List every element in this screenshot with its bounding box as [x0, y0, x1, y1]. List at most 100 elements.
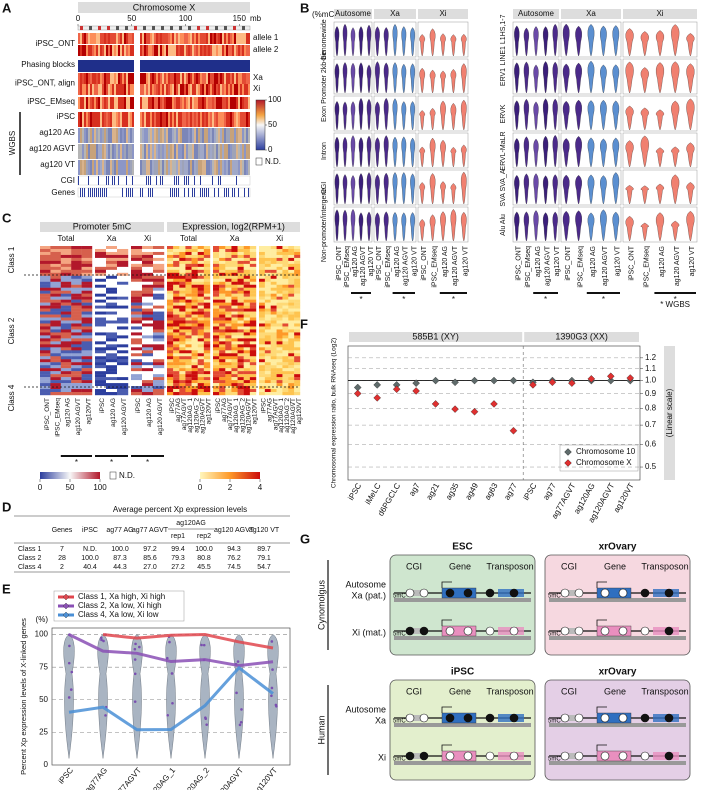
heat-cell — [198, 323, 204, 326]
heat-cell — [185, 344, 191, 347]
heat-cell — [160, 84, 162, 95]
heat-cell — [186, 60, 188, 72]
heat-cell — [277, 309, 283, 312]
heat-cell — [184, 97, 186, 109]
heat-cell — [214, 188, 215, 197]
heat-cell — [185, 282, 191, 285]
heat-cell — [142, 45, 144, 56]
heat-cell — [153, 344, 164, 347]
heat-cell — [244, 112, 246, 127]
heat-cell — [50, 377, 61, 380]
heat-cell — [277, 392, 283, 395]
heat-cell — [152, 144, 154, 159]
heat-cell — [238, 309, 244, 312]
heat-cell — [98, 128, 100, 143]
heat-cell — [106, 258, 117, 261]
heat-cell — [173, 318, 179, 321]
heat-cell — [167, 353, 173, 356]
heat-cell — [131, 276, 142, 279]
heat-cell — [40, 288, 51, 291]
heat-cell — [184, 73, 186, 84]
table-header: ag77 AGVT — [132, 527, 169, 534]
heat-cell — [96, 73, 98, 84]
heat-cell — [288, 338, 294, 341]
heat-cell — [190, 97, 192, 109]
column-label: Gene — [604, 686, 626, 696]
heat-cell — [178, 128, 180, 143]
heat-cell — [294, 344, 300, 347]
heat-cell — [96, 128, 98, 143]
heat-cell — [166, 128, 168, 143]
heat-cell — [288, 306, 294, 309]
heat-cell — [146, 144, 148, 159]
heat-cell — [248, 160, 250, 175]
heat-cell — [225, 356, 231, 359]
heat-cell — [40, 371, 51, 374]
heat-cell — [246, 84, 248, 95]
heat-cell — [230, 60, 232, 72]
heat-cell — [166, 33, 168, 44]
heat-cell — [50, 362, 61, 365]
heat-cell — [102, 73, 104, 84]
row-label: iPSC_ONT — [35, 39, 75, 48]
nd-swatch — [110, 472, 116, 479]
heat-cell — [265, 258, 271, 261]
heat-cell — [106, 112, 108, 127]
heat-cell — [40, 383, 51, 386]
heat-cell — [117, 350, 128, 353]
heat-cell — [259, 365, 265, 368]
row-label: ERV1 — [500, 68, 507, 86]
heat-cell — [277, 338, 283, 341]
heat-cell — [219, 374, 225, 377]
scale-tick-label: 50 — [127, 14, 136, 23]
heat-cell — [259, 261, 265, 264]
heat-cell — [206, 112, 208, 127]
heat-cell — [78, 176, 79, 185]
species-label: Human — [316, 715, 326, 744]
heat-cell — [176, 73, 178, 84]
heat-cell — [271, 329, 277, 332]
heat-cell — [82, 33, 84, 44]
column-label: ag120VT — [206, 398, 213, 424]
heat-cell — [117, 392, 128, 395]
heat-cell — [86, 112, 88, 127]
heat-cell — [86, 128, 88, 143]
heat-cell — [265, 341, 271, 344]
heat-cell — [265, 383, 271, 386]
heat-cell — [142, 160, 144, 175]
heat-cell — [198, 273, 204, 276]
heat-cell — [146, 73, 148, 84]
heat-cell — [90, 60, 92, 72]
heat-cell — [179, 344, 185, 347]
heat-cell — [238, 144, 240, 159]
heat-cell — [95, 326, 106, 329]
heat-cell — [179, 329, 185, 332]
heat-cell — [238, 318, 244, 321]
heat-cell — [271, 294, 277, 297]
heat-cell — [40, 276, 51, 279]
heat-cell — [198, 392, 204, 395]
heat-cell — [282, 347, 288, 350]
heat-cell — [204, 291, 210, 294]
heat-cell — [128, 160, 130, 175]
heat-cell — [106, 365, 117, 368]
heat-cell — [216, 84, 218, 95]
heat-cell — [104, 160, 106, 175]
heat-cell — [230, 45, 232, 56]
heat-cell — [118, 84, 120, 95]
heat-cell — [288, 380, 294, 383]
heat-cell — [231, 255, 237, 258]
heat-cell — [142, 326, 153, 329]
heat-cell — [173, 267, 179, 270]
heat-cell — [204, 368, 210, 371]
heat-cell — [95, 374, 106, 377]
heat-cell — [238, 344, 244, 347]
heat-cell — [265, 309, 271, 312]
heat-cell — [142, 341, 153, 344]
heat-cell — [71, 335, 82, 338]
heat-cell — [288, 368, 294, 371]
heat-cell — [185, 291, 191, 294]
heat-cell — [106, 273, 117, 276]
dot — [271, 687, 274, 690]
heat-cell — [156, 112, 158, 127]
